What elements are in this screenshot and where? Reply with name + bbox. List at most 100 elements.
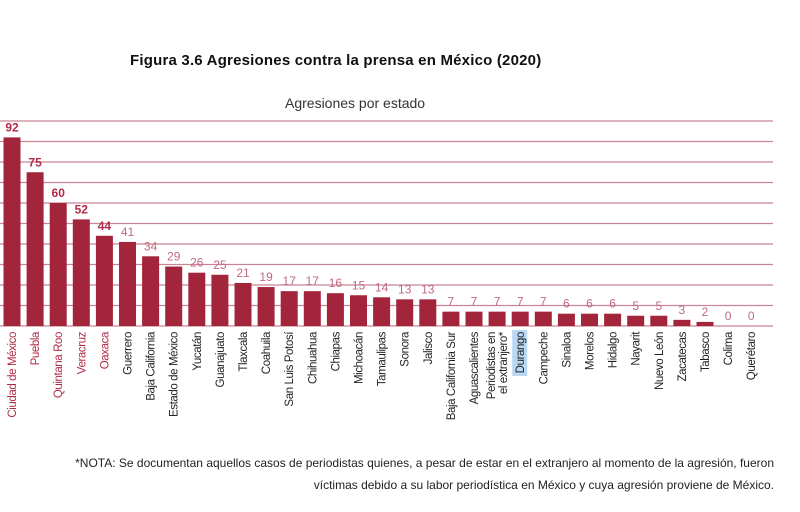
x-tick-label: Nuevo León (654, 332, 666, 390)
data-label: 7 (494, 295, 501, 309)
x-tick-label-group: Colima (723, 331, 735, 365)
data-label: 0 (725, 309, 732, 323)
x-tick-label: Tamaulipas (377, 331, 389, 386)
bar (581, 313, 598, 326)
x-tick-label: Chiapas (330, 331, 342, 371)
x-tick-label-group: Sinaloa (561, 331, 573, 368)
data-label: 26 (190, 256, 204, 270)
x-tick-label: Veracruz (76, 331, 88, 374)
data-label: 13 (421, 282, 435, 296)
x-tick-label-group: Nayarit (631, 331, 643, 366)
data-label: 29 (167, 250, 181, 264)
data-label: 7 (517, 295, 524, 309)
bar (396, 299, 414, 326)
bar (326, 293, 344, 326)
x-tick-label: Baja California (146, 331, 158, 401)
bar (557, 313, 575, 326)
x-tick-label: Sonora (400, 331, 412, 367)
data-label: 25 (213, 258, 227, 272)
chart-title: Figura 3.6 Agresiones contra la prensa e… (130, 52, 542, 69)
x-tick-label: San Luis Potosí (284, 331, 296, 407)
x-tick-label: Colima (723, 331, 735, 365)
x-tick-label-group: San Luis Potosí (284, 331, 296, 407)
bar (373, 297, 391, 326)
x-tick-label: Campeche (538, 332, 550, 384)
data-label: 17 (283, 274, 297, 288)
data-label: 17 (306, 274, 320, 288)
x-tick-label-group: Morelos (585, 331, 597, 370)
data-label: 44 (98, 219, 112, 233)
bar (604, 313, 622, 326)
bar (650, 315, 668, 326)
x-tick-label: Michoacán (354, 332, 366, 384)
text-selection-highlight (512, 330, 528, 376)
data-label: 21 (236, 266, 250, 280)
x-tick-label: Hidalgo (608, 332, 620, 368)
x-tick-label-group: Sonora (400, 331, 412, 367)
x-tick-label-group: Chiapas (330, 331, 342, 371)
bar (95, 235, 113, 326)
x-tick-label: Durango (515, 332, 527, 373)
x-tick-label: Guanajuato (215, 332, 227, 387)
bar (165, 266, 183, 326)
x-tick-label: Morelos (585, 331, 597, 370)
x-tick-label: Chihuahua (307, 331, 319, 384)
bar (72, 219, 90, 326)
bar (142, 256, 160, 326)
x-tick-label-group: Periodistas en el extranjero* (486, 331, 510, 399)
x-tick-label: Tlaxcala (238, 331, 250, 372)
x-tick-label-group: Querétaro (746, 332, 758, 380)
data-label: 3 (679, 303, 686, 317)
x-tick-label: Quintana Roo (53, 332, 65, 398)
x-tick-label: Oaxaca (99, 331, 111, 369)
data-label: 5 (655, 299, 662, 313)
data-label: 92 (5, 120, 19, 134)
data-label: 7 (540, 295, 547, 309)
bar (419, 299, 437, 326)
x-tick-label: Jalisco (423, 332, 435, 364)
bar (673, 319, 691, 326)
x-tick-label-group: Guanajuato (215, 332, 227, 387)
x-tick-label: Sinaloa (561, 331, 573, 368)
chart-subtitle: Agresiones por estado (285, 95, 426, 111)
x-tick-label-group: Hidalgo (608, 332, 620, 368)
data-label: 15 (352, 278, 366, 292)
x-tick-label-group: Zacatecas (677, 331, 689, 381)
data-label: 60 (52, 186, 66, 200)
x-tick-label-group: Tamaulipas (377, 331, 389, 386)
x-tick-label: Puebla (30, 331, 42, 365)
data-label: 13 (398, 282, 412, 296)
x-tick-label-group: Tabasco (700, 332, 712, 372)
x-tick-label-group: Oaxaca (99, 331, 111, 369)
data-label: 14 (375, 280, 389, 294)
bar (442, 311, 460, 326)
bar (211, 274, 229, 326)
x-tick-label-group: Ciudad de México (7, 332, 19, 418)
bar (3, 137, 21, 326)
data-label: 2 (702, 305, 709, 319)
bar (303, 291, 321, 326)
bar (257, 287, 275, 326)
bar (696, 321, 714, 326)
bar (119, 241, 136, 326)
x-tick-label-group: Puebla (30, 331, 42, 365)
bar (465, 311, 483, 326)
data-label: 41 (121, 225, 135, 239)
x-tick-label: Nayarit (631, 331, 643, 366)
x-tick-label-group: Campeche (538, 332, 550, 384)
bar (350, 295, 367, 326)
data-label: 5 (632, 299, 639, 313)
x-tick-label: Aguascalientes (469, 331, 481, 404)
data-label: 75 (28, 155, 42, 169)
x-tick-label: Baja California Sur (446, 331, 458, 420)
bar (627, 315, 645, 326)
x-tick-label-group: Coahuila (261, 331, 273, 374)
x-tick-label-group: Durango (512, 330, 528, 376)
data-label: 19 (259, 270, 273, 284)
x-tick-label: el extranjero* (498, 331, 510, 394)
bar (26, 172, 44, 326)
footnote: *NOTA: Se documentan aquellos casos de p… (75, 456, 774, 492)
x-tick-label: Querétaro (746, 332, 758, 380)
bar (488, 311, 506, 326)
